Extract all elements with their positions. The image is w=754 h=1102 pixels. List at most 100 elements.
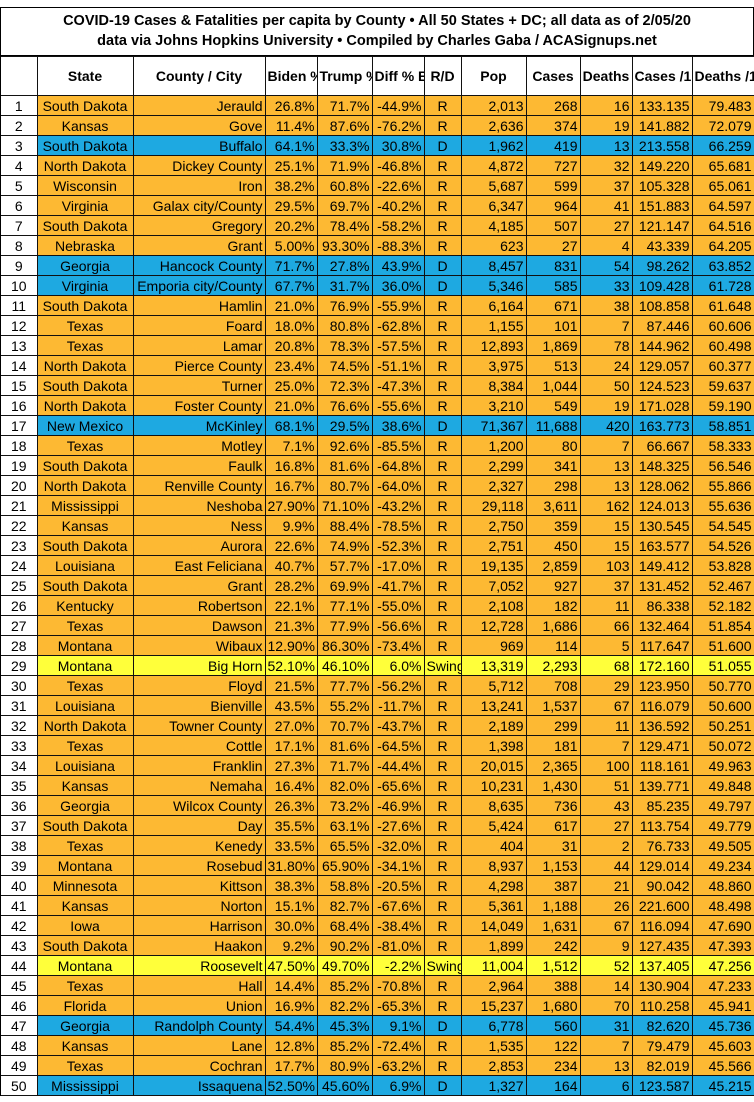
- cell-row-number[interactable]: 10: [1, 275, 38, 296]
- cell-diff-pct[interactable]: -40.2%: [371, 195, 425, 216]
- cell-deaths-per-10000[interactable]: 45.215: [691, 1075, 754, 1096]
- cell-state[interactable]: North Dakota: [36, 155, 134, 176]
- cell-deaths[interactable]: 24: [579, 355, 633, 376]
- cell-population[interactable]: 12,893: [460, 335, 527, 356]
- cell-deaths-per-10000[interactable]: 65.061: [691, 175, 754, 196]
- cell-biden-pct[interactable]: 33.5%: [264, 835, 318, 856]
- cell-row-number[interactable]: 6: [1, 195, 38, 216]
- cell-population[interactable]: 2,189: [460, 715, 527, 736]
- cell-state[interactable]: Texas: [36, 335, 134, 356]
- cell-cases-per-1000[interactable]: 129.471: [631, 735, 693, 756]
- cell-party[interactable]: R: [423, 395, 462, 416]
- cell-population[interactable]: 1,899: [460, 935, 527, 956]
- header-county[interactable]: County / City: [132, 56, 266, 96]
- cell-population[interactable]: 5,424: [460, 815, 527, 836]
- header-deaths-per-10000[interactable]: Deaths /10,000: [691, 56, 754, 96]
- cell-deaths[interactable]: 37: [579, 575, 633, 596]
- cell-deaths[interactable]: 11: [579, 715, 633, 736]
- cell-county[interactable]: Neshoba: [132, 495, 266, 516]
- cell-trump-pct[interactable]: 86.30%: [316, 635, 373, 656]
- cell-deaths-per-10000[interactable]: 64.516: [691, 215, 754, 236]
- cell-cases-per-1000[interactable]: 163.773: [631, 415, 693, 436]
- cell-deaths[interactable]: 19: [579, 115, 633, 136]
- cell-cases[interactable]: 1,869: [525, 335, 581, 356]
- cell-population[interactable]: 8,384: [460, 375, 527, 396]
- cell-party[interactable]: R: [423, 435, 462, 456]
- cell-biden-pct[interactable]: 17.7%: [264, 1055, 318, 1076]
- cell-cases[interactable]: 507: [525, 215, 581, 236]
- cell-cases-per-1000[interactable]: 109.428: [631, 275, 693, 296]
- cell-biden-pct[interactable]: 30.0%: [264, 915, 318, 936]
- cell-trump-pct[interactable]: 80.7%: [316, 475, 373, 496]
- cell-deaths-per-10000[interactable]: 49.505: [691, 835, 754, 856]
- cell-population[interactable]: 4,872: [460, 155, 527, 176]
- cell-deaths-per-10000[interactable]: 45.941: [691, 995, 754, 1016]
- cell-trump-pct[interactable]: 93.30%: [316, 235, 373, 256]
- cell-county[interactable]: McKinley: [132, 415, 266, 436]
- cell-cases[interactable]: 1,153: [525, 855, 581, 876]
- cell-state[interactable]: South Dakota: [36, 95, 134, 116]
- cell-diff-pct[interactable]: -34.1%: [371, 855, 425, 876]
- cell-biden-pct[interactable]: 71.7%: [264, 255, 318, 276]
- cell-biden-pct[interactable]: 16.9%: [264, 995, 318, 1016]
- cell-population[interactable]: 969: [460, 635, 527, 656]
- cell-biden-pct[interactable]: 26.8%: [264, 95, 318, 116]
- cell-deaths[interactable]: 5: [579, 635, 633, 656]
- cell-cases[interactable]: 2,365: [525, 755, 581, 776]
- cell-party[interactable]: R: [423, 735, 462, 756]
- cell-party[interactable]: R: [423, 975, 462, 996]
- cell-state[interactable]: New Mexico: [36, 415, 134, 436]
- cell-county[interactable]: Norton: [132, 895, 266, 916]
- cell-cases[interactable]: 114: [525, 635, 581, 656]
- cell-row-number[interactable]: 7: [1, 215, 38, 236]
- cell-trump-pct[interactable]: 71.10%: [316, 495, 373, 516]
- cell-deaths-per-10000[interactable]: 50.600: [691, 695, 754, 716]
- cell-cases-per-1000[interactable]: 98.262: [631, 255, 693, 276]
- cell-population[interactable]: 623: [460, 235, 527, 256]
- cell-biden-pct[interactable]: 54.4%: [264, 1015, 318, 1036]
- cell-biden-pct[interactable]: 15.1%: [264, 895, 318, 916]
- cell-diff-pct[interactable]: -78.5%: [371, 515, 425, 536]
- cell-deaths-per-10000[interactable]: 47.256: [691, 955, 754, 976]
- cell-deaths[interactable]: 54: [579, 255, 633, 276]
- cell-biden-pct[interactable]: 16.8%: [264, 455, 318, 476]
- cell-population[interactable]: 2,299: [460, 455, 527, 476]
- cell-trump-pct[interactable]: 74.9%: [316, 535, 373, 556]
- cell-biden-pct[interactable]: 21.0%: [264, 295, 318, 316]
- cell-deaths-per-10000[interactable]: 60.498: [691, 335, 754, 356]
- cell-row-number[interactable]: 18: [1, 435, 38, 456]
- cell-cases-per-1000[interactable]: 105.328: [631, 175, 693, 196]
- cell-diff-pct[interactable]: -67.6%: [371, 895, 425, 916]
- cell-cases[interactable]: 450: [525, 535, 581, 556]
- cell-deaths[interactable]: 41: [579, 195, 633, 216]
- cell-county[interactable]: East Feliciana: [132, 555, 266, 576]
- cell-party[interactable]: R: [423, 455, 462, 476]
- cell-biden-pct[interactable]: 31.80%: [264, 855, 318, 876]
- cell-state[interactable]: Minnesota: [36, 875, 134, 896]
- cell-state[interactable]: Mississippi: [36, 495, 134, 516]
- cell-biden-pct[interactable]: 20.2%: [264, 215, 318, 236]
- cell-state[interactable]: Kansas: [36, 895, 134, 916]
- cell-cases[interactable]: 1,044: [525, 375, 581, 396]
- header-trump-pct[interactable]: Trump %: [316, 56, 373, 96]
- cell-row-number[interactable]: 5: [1, 175, 38, 196]
- cell-row-number[interactable]: 41: [1, 895, 38, 916]
- cell-party[interactable]: R: [423, 615, 462, 636]
- cell-cases-per-1000[interactable]: 129.014: [631, 855, 693, 876]
- cell-row-number[interactable]: 42: [1, 915, 38, 936]
- cell-party[interactable]: R: [423, 875, 462, 896]
- cell-party[interactable]: R: [423, 995, 462, 1016]
- cell-county[interactable]: Harrison: [132, 915, 266, 936]
- cell-trump-pct[interactable]: 63.1%: [316, 815, 373, 836]
- cell-state[interactable]: Montana: [36, 635, 134, 656]
- cell-deaths-per-10000[interactable]: 56.546: [691, 455, 754, 476]
- cell-biden-pct[interactable]: 26.3%: [264, 795, 318, 816]
- cell-deaths-per-10000[interactable]: 65.681: [691, 155, 754, 176]
- cell-county[interactable]: Day: [132, 815, 266, 836]
- cell-biden-pct[interactable]: 9.2%: [264, 935, 318, 956]
- cell-deaths[interactable]: 50: [579, 375, 633, 396]
- cell-deaths-per-10000[interactable]: 50.072: [691, 735, 754, 756]
- cell-county[interactable]: Hall: [132, 975, 266, 996]
- cell-trump-pct[interactable]: 82.7%: [316, 895, 373, 916]
- cell-county[interactable]: Lamar: [132, 335, 266, 356]
